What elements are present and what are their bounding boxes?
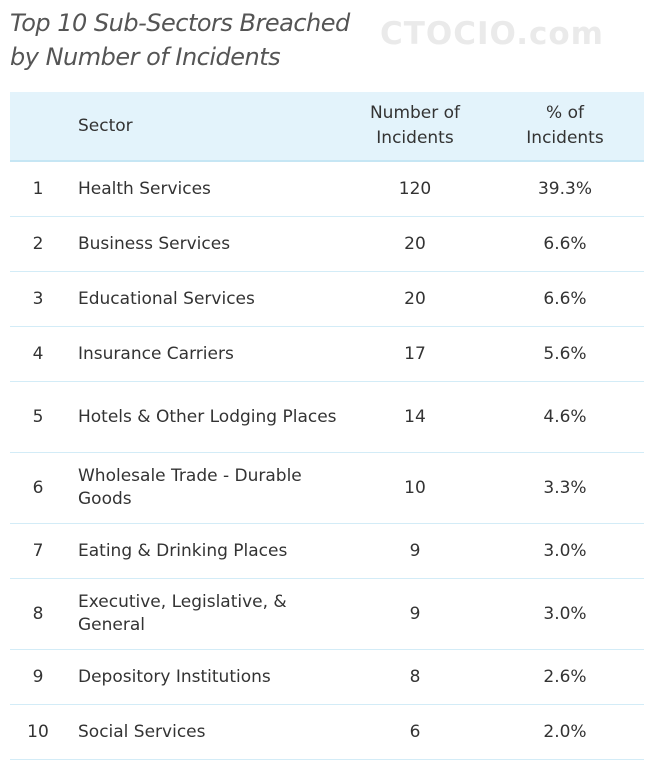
row-incidents: 10 — [404, 478, 426, 498]
row-sector: Health Services — [78, 178, 211, 199]
row-rank: 6 — [32, 478, 44, 498]
table-row: 9 Depository Institutions 8 2.6% — [10, 650, 644, 705]
row-sector: Social Services — [78, 721, 206, 742]
table-row: 2 Business Services 20 6.6% — [10, 217, 644, 272]
row-incidents: 17 — [404, 344, 426, 364]
row-incidents: 9 — [409, 604, 421, 624]
row-percent: 2.6% — [543, 667, 587, 687]
watermark: CTOCIO.com — [380, 16, 604, 52]
row-percent: 3.3% — [543, 478, 587, 498]
row-rank: 10 — [27, 722, 49, 742]
row-percent: 6.6% — [543, 289, 587, 309]
incidents-table: Sector Number of Incidents % of Incident… — [10, 92, 644, 760]
row-rank: 9 — [32, 667, 44, 687]
row-sector: Executive, Legislative, & General — [78, 592, 287, 635]
header-number-of-incidents-label: Number of Incidents — [369, 103, 461, 148]
table-row: 8 Executive, Legislative, & General 9 3.0% — [10, 579, 644, 650]
row-incidents: 20 — [404, 234, 426, 254]
header-rank — [10, 92, 66, 160]
row-incidents: 20 — [404, 289, 426, 309]
row-rank: 1 — [32, 179, 44, 199]
row-rank: 7 — [32, 541, 44, 561]
table-header-row: Sector Number of Incidents % of Incident… — [10, 92, 644, 162]
row-sector: Depository Institutions — [78, 666, 271, 687]
row-percent: 3.0% — [543, 541, 587, 561]
row-rank: 4 — [32, 344, 44, 364]
table-body: 1 Health Services 120 39.3% 2 Business Servic… — [10, 162, 644, 760]
row-incidents: 6 — [409, 722, 421, 742]
table-row: 4 Insurance Carriers 17 5.6% — [10, 327, 644, 382]
row-percent: 2.0% — [543, 722, 587, 742]
table-row: 3 Educational Services 20 6.6% — [10, 272, 644, 327]
row-percent: 39.3% — [537, 179, 592, 199]
row-sector: Hotels & Other Lodging Places — [78, 406, 337, 427]
table-row: 7 Eating & Drinking Places 9 3.0% — [10, 524, 644, 579]
row-sector: Eating & Drinking Places — [78, 540, 288, 561]
row-rank: 5 — [32, 407, 44, 427]
row-incidents: 14 — [404, 407, 426, 427]
row-percent: 5.6% — [543, 344, 587, 364]
row-rank: 3 — [32, 289, 44, 309]
table-row: 6 Wholesale Trade - Durable Goods 10 3.3% — [10, 453, 644, 524]
row-incidents: 120 — [398, 179, 432, 199]
row-sector: Educational Services — [78, 288, 255, 309]
table-row: 5 Hotels & Other Lodging Places 14 4.6% — [10, 382, 644, 453]
header-number-of-incidents: Number of Incidents — [340, 92, 490, 160]
row-incidents: 8 — [409, 667, 421, 687]
header-sector: Sector — [78, 115, 133, 136]
header-percent-of-incidents-label: % of Incidents — [526, 103, 604, 148]
row-incidents: 9 — [409, 541, 421, 561]
table-row: 1 Health Services 120 39.3% — [10, 162, 644, 217]
table-row: 10 Social Services 6 2.0% — [10, 705, 644, 760]
row-sector: Wholesale Trade - Durable Goods — [78, 466, 302, 509]
row-percent: 6.6% — [543, 234, 587, 254]
row-rank: 8 — [32, 604, 44, 624]
row-percent: 4.6% — [543, 407, 587, 427]
row-rank: 2 — [32, 234, 44, 254]
chart-title: Top 10 Sub-Sectors Breached by Number of… — [10, 9, 350, 71]
row-sector: Business Services — [78, 233, 231, 254]
row-sector: Insurance Carriers — [78, 343, 234, 364]
header-percent-of-incidents: % of Incidents — [490, 92, 640, 160]
row-percent: 3.0% — [543, 604, 587, 624]
